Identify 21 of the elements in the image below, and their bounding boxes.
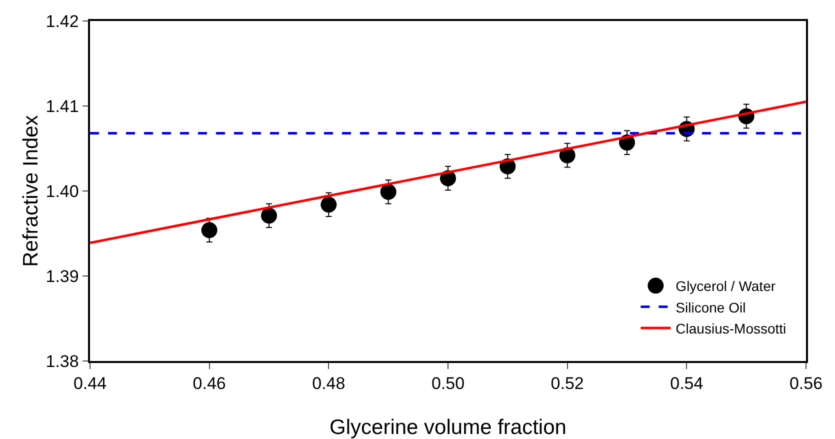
x-tick-label: 0.50: [431, 374, 465, 394]
y-tick-label: 1.41: [46, 96, 79, 116]
y-tick-label: 1.40: [46, 182, 79, 201]
point: [201, 222, 218, 238]
point: [380, 184, 396, 200]
point: [261, 208, 277, 224]
y-tick-label: 1.38: [46, 352, 79, 371]
y-axis-title: Refractive Index: [20, 114, 42, 267]
legend-label: Clausius-Mossotti: [676, 320, 786, 336]
x-tick-label: 0.48: [312, 374, 346, 394]
x-tick-label: 0.44: [73, 374, 107, 394]
x-tick-label: 0.52: [550, 374, 584, 394]
point: [320, 196, 337, 213]
x-axis-title: Glycerine volume fraction: [330, 416, 566, 439]
legend-label: Silicone Oil: [676, 299, 746, 316]
legend-label: Glycerol / Water: [676, 278, 776, 294]
x-tick-label: 0.56: [789, 374, 823, 394]
x-tick-label: 0.54: [670, 374, 704, 394]
x-tick-label: 0.46: [192, 374, 226, 394]
y-tick-label: 1.39: [46, 266, 79, 286]
y-tick-label: 1.42: [46, 12, 79, 31]
